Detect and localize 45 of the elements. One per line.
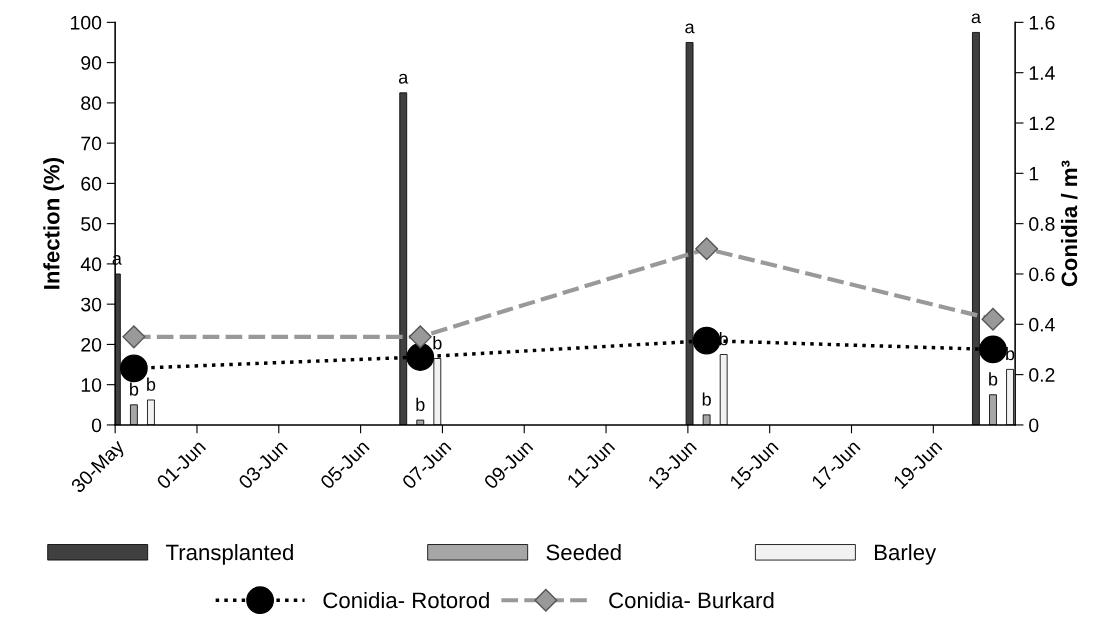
point	[120, 354, 148, 383]
data-label: b	[702, 392, 711, 406]
point	[695, 237, 719, 261]
y2-tick-label: 0.6	[1029, 267, 1055, 282]
y-tick-label: 60	[81, 176, 102, 191]
point	[981, 307, 1005, 331]
point	[979, 335, 1007, 364]
data-label: b	[147, 377, 156, 391]
y2-tick-label: 1.2	[1029, 116, 1055, 131]
y2-tick-label: 0.8	[1029, 217, 1055, 231]
data-label: a	[971, 13, 981, 24]
y-tick-label: 100	[71, 15, 102, 30]
data-label: a	[398, 73, 409, 84]
y2-tick-label: 1.6	[1029, 15, 1055, 30]
y-tick-label: 70	[81, 136, 102, 151]
data-label: b	[130, 382, 139, 396]
data-label: b	[989, 372, 998, 386]
y2-tick-label: 0	[1029, 418, 1039, 433]
y2-axis-title: Conidia / m³	[1060, 160, 1078, 287]
legend-label: Barley	[874, 543, 937, 565]
legend-label: Conidia- Burkard	[609, 591, 774, 609]
legend-label: Seeded	[546, 543, 621, 561]
point	[122, 325, 146, 349]
y-tick-label: 0	[91, 418, 102, 433]
y-tick-label: 40	[80, 257, 102, 272]
legend-label: Transplanted	[165, 543, 293, 565]
point	[692, 326, 721, 355]
y-tick-label: 80	[81, 96, 102, 111]
y-tick-label: 10	[81, 378, 102, 392]
y-axis-title: Infection (%)	[43, 158, 64, 289]
data-label: b	[416, 397, 425, 411]
y-tick-label: 50	[81, 217, 102, 231]
y-tick-label: 90	[81, 56, 102, 70]
data-label: a	[685, 23, 695, 34]
point	[406, 343, 435, 371]
legend-label: Conidia- Rotorod	[323, 591, 489, 609]
point	[408, 325, 432, 349]
y-tick-label: 20	[81, 337, 102, 352]
data-label: b	[719, 332, 728, 346]
data-label: b	[433, 336, 442, 350]
y2-tick-label: 0.4	[1029, 317, 1055, 332]
y2-tick-label: 1	[1029, 167, 1039, 181]
y2-tick-label: 0.2	[1029, 368, 1055, 382]
y2-tick-label: 1.4	[1029, 66, 1055, 80]
y-tick-label: 30	[81, 297, 102, 312]
